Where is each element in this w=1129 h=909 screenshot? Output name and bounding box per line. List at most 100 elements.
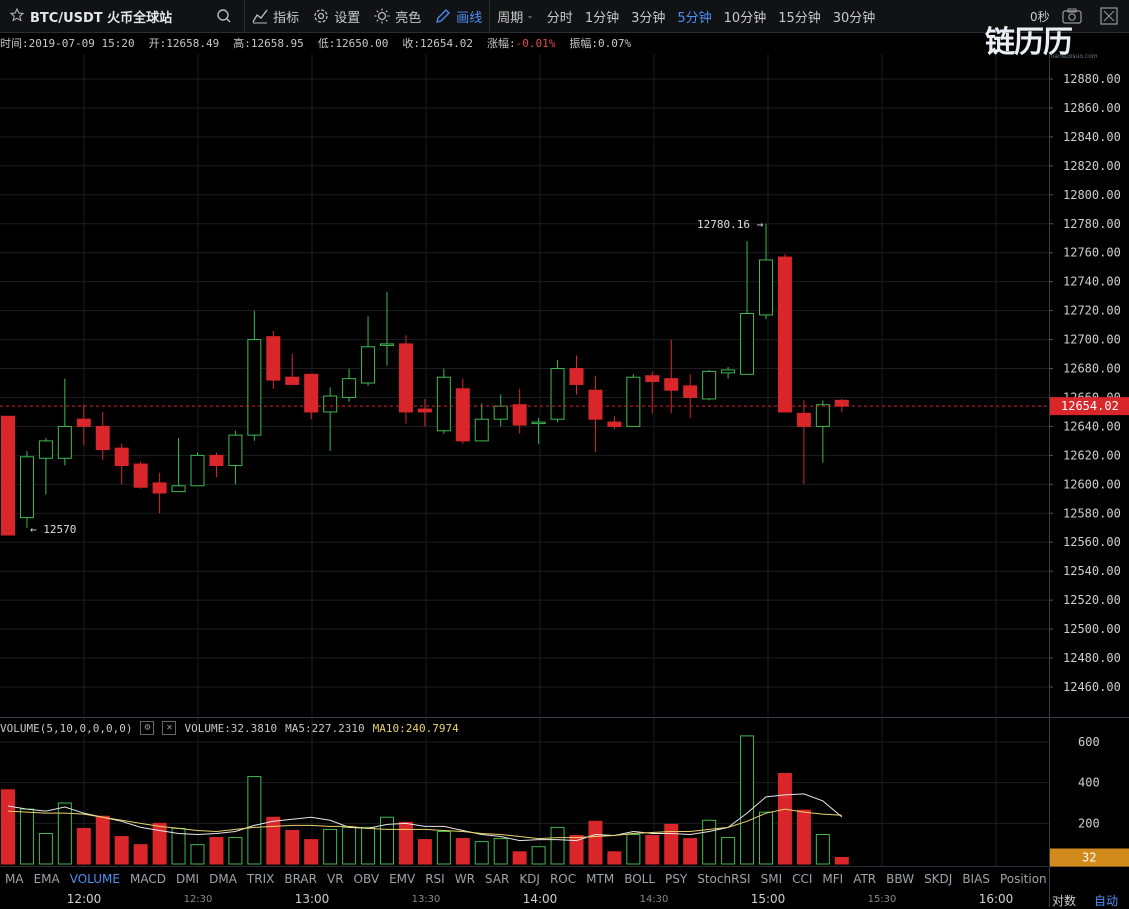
candle-body[interactable] [588, 389, 603, 420]
candle-body[interactable] [76, 418, 91, 427]
indicator-tab[interactable]: EMV [389, 872, 416, 886]
candle-body[interactable] [304, 373, 319, 413]
volume-bar[interactable] [796, 809, 811, 865]
candle-body[interactable] [777, 256, 792, 413]
volume-bar[interactable] [493, 838, 508, 865]
candle-body[interactable] [493, 405, 508, 420]
auto-scale-button[interactable]: 自动 [1094, 894, 1119, 908]
draw-button[interactable]: 画线 [428, 0, 489, 32]
period-tab[interactable]: 1分钟 [584, 10, 620, 26]
indicator-tab[interactable]: ROC [549, 872, 577, 886]
candle-body[interactable] [664, 378, 679, 391]
volume-bar[interactable] [683, 838, 698, 865]
candle-body[interactable] [512, 404, 527, 426]
indicator-tab[interactable]: WR [454, 872, 475, 886]
indicator-tab[interactable]: VOLUME [69, 872, 120, 886]
period-tab[interactable]: 10分钟 [723, 10, 767, 26]
candle-body[interactable] [436, 376, 451, 432]
indicator-tab[interactable]: BIAS [962, 872, 990, 886]
indicator-tab[interactable]: Position [999, 872, 1047, 886]
volume-bar[interactable] [323, 828, 338, 865]
candle-body[interactable] [190, 454, 205, 487]
indicator-tab[interactable]: BOLL [624, 872, 656, 886]
period-tab[interactable]: 3分钟 [631, 10, 666, 26]
candle-body[interactable] [19, 456, 34, 519]
candle-body[interactable] [569, 368, 584, 385]
candle-body[interactable] [531, 421, 546, 425]
volume-bar[interactable] [417, 839, 432, 865]
volume-bar[interactable] [342, 826, 357, 865]
candle-body[interactable] [474, 418, 489, 442]
indicator-tab[interactable]: CCI [792, 872, 813, 886]
volume-bar[interactable] [702, 819, 717, 865]
volume-bar[interactable] [569, 835, 584, 865]
star-icon[interactable] [10, 8, 24, 22]
volume-close-button[interactable]: ✕ [162, 721, 177, 735]
volume-bar[interactable] [19, 808, 34, 865]
fullscreen-button[interactable] [1100, 0, 1118, 32]
candle-body[interactable] [455, 388, 470, 442]
volume-bar[interactable] [455, 838, 470, 865]
candle-body[interactable] [95, 425, 110, 451]
volume-bar[interactable] [304, 839, 319, 865]
indicator-tab[interactable]: RSI [425, 872, 445, 886]
volume-bar[interactable] [645, 835, 660, 865]
candle-body[interactable] [57, 425, 72, 459]
candle-body[interactable] [247, 339, 262, 436]
theme-toggle[interactable]: 亮色 [367, 0, 428, 32]
indicator-tab[interactable]: ATR [853, 872, 877, 886]
volume-bar[interactable] [474, 841, 489, 865]
indicator-tab[interactable]: MTM [586, 872, 615, 886]
period-tab[interactable]: 30分钟 [832, 10, 876, 26]
candle-body[interactable] [815, 404, 830, 427]
indicator-tab[interactable]: VR [326, 872, 344, 886]
volume-bar[interactable] [398, 821, 413, 865]
candle-body[interactable] [38, 440, 53, 459]
volume-bar[interactable] [38, 833, 53, 865]
candle-body[interactable] [342, 378, 357, 398]
candle-body[interactable] [323, 395, 338, 413]
volume-bar[interactable] [76, 827, 91, 865]
volume-bar[interactable] [114, 836, 129, 865]
volume-bar[interactable] [777, 773, 792, 865]
volume-bar[interactable] [209, 837, 224, 865]
candle-body[interactable] [380, 343, 394, 346]
candle-body[interactable] [171, 485, 186, 493]
candle-body[interactable] [645, 375, 660, 383]
volume-bar[interactable] [1, 789, 15, 865]
volume-bar[interactable] [266, 816, 281, 865]
volume-bar[interactable] [664, 823, 679, 865]
candle-body[interactable] [209, 454, 224, 467]
search-button[interactable] [209, 0, 244, 32]
volume-bar[interactable] [626, 834, 641, 865]
indicator-tab[interactable]: MFI [822, 872, 844, 886]
volume-settings-button[interactable]: ⚙ [140, 721, 155, 735]
indicators-button[interactable]: 指标 [245, 0, 306, 32]
indicator-tab[interactable]: MACD [129, 872, 166, 886]
candle-body[interactable] [266, 336, 281, 381]
volume-bar[interactable] [588, 820, 603, 865]
candle-body[interactable] [702, 370, 717, 400]
candle-body[interactable] [721, 369, 736, 374]
candle-body[interactable] [550, 368, 565, 420]
indicator-tab[interactable]: DMA [209, 872, 237, 886]
indicator-tab[interactable]: EMA [33, 872, 60, 886]
indicator-tab[interactable]: TRIX [246, 872, 275, 886]
volume-bar[interactable] [57, 802, 72, 865]
settings-button[interactable]: 设置 [306, 0, 367, 32]
period-dropdown[interactable]: 周期 ⌄ [490, 0, 541, 32]
indicator-tab[interactable]: DMI [175, 872, 200, 886]
indicator-tab[interactable]: BBW [886, 872, 915, 886]
volume-bar[interactable] [815, 834, 830, 865]
candle-body[interactable] [228, 434, 243, 467]
period-tab[interactable]: 分时 [546, 10, 573, 26]
volume-bar[interactable] [759, 811, 773, 865]
symbol-selector[interactable]: BTC/USDT 火币全球站 [0, 0, 179, 32]
indicator-tab[interactable]: SAR [484, 872, 510, 886]
volume-bar[interactable] [152, 822, 167, 865]
candle-body[interactable] [398, 343, 413, 413]
candle-body[interactable] [152, 482, 167, 494]
candle-body[interactable] [133, 463, 148, 488]
candle-body[interactable] [759, 259, 773, 316]
